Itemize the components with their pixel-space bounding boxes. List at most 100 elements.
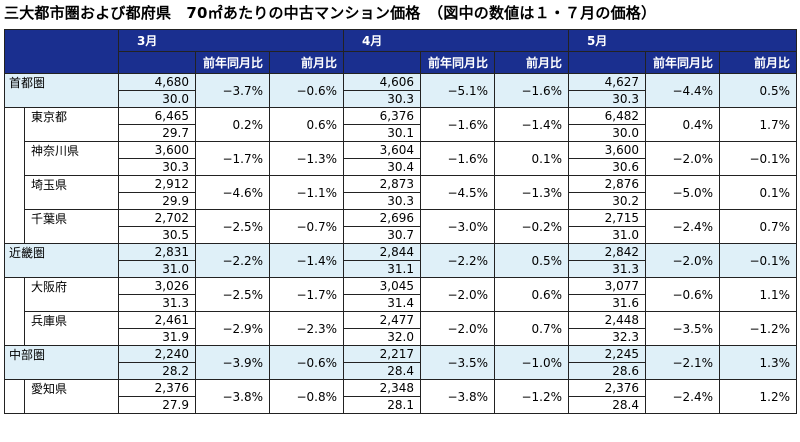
mom-cell: −0.2% <box>494 209 569 244</box>
mom-cell: 0.1% <box>719 175 797 210</box>
price-cell: 3,026 <box>118 277 196 295</box>
mom-cell: 0.7% <box>719 209 797 244</box>
mom-header: 前月比 <box>719 51 797 74</box>
area-cell: 30.3 <box>118 158 196 176</box>
price-cell: 6,465 <box>118 107 196 125</box>
area-cell: 29.9 <box>118 192 196 210</box>
price-cell: 2,240 <box>118 345 196 363</box>
price-cell: 2,696 <box>343 209 421 227</box>
yoy-cell: −2.1% <box>645 345 720 380</box>
area-cell: 31.0 <box>568 226 646 244</box>
yoy-cell: −1.6% <box>420 141 495 176</box>
mom-cell: 0.6% <box>269 107 344 142</box>
indent-cell <box>4 379 25 414</box>
region-name: 首都圏 <box>4 73 119 108</box>
yoy-cell: 0.4% <box>645 107 720 142</box>
header-blank <box>343 51 421 74</box>
price-cell: 3,604 <box>343 141 421 159</box>
mom-cell: −1.2% <box>719 311 797 346</box>
yoy-cell: −2.5% <box>195 209 270 244</box>
mom-cell: 1.1% <box>719 277 797 312</box>
mom-cell: −0.6% <box>269 73 344 108</box>
table-row: 神奈川県 3,600 −1.7% −1.3% 3,604 −1.6% 0.1% 3,600 −2… <box>4 141 797 176</box>
header-blank <box>118 51 196 74</box>
mom-cell: 0.5% <box>494 243 569 278</box>
yoy-cell: −1.7% <box>195 141 270 176</box>
area-cell: 30.3 <box>343 90 421 108</box>
prefecture-name: 神奈川県 <box>24 141 119 176</box>
mom-cell: −0.7% <box>269 209 344 244</box>
table-row-area: 30.3 30.4 30.6 <box>5 158 797 176</box>
mom-cell: 1.2% <box>719 379 797 414</box>
price-cell: 3,077 <box>568 277 646 295</box>
yoy-cell: −5.1% <box>420 73 495 108</box>
region-name: 中部圏 <box>4 345 119 380</box>
table-row: 東京都 6,465 0.2% 0.6% 6,376 −1.6% −1.4% 6,482 0.4%… <box>4 107 797 142</box>
prefecture-name: 埼玉県 <box>24 175 119 210</box>
price-cell: 4,627 <box>568 73 646 91</box>
table-row-area: 31.0 31.1 31.3 <box>5 260 797 278</box>
table-row: 愛知県 2,376 −3.8% −0.8% 2,348 −3.8% −1.2% 2,376 −2… <box>4 379 797 414</box>
price-cell: 2,702 <box>118 209 196 227</box>
area-cell: 30.1 <box>343 124 421 142</box>
area-cell: 27.9 <box>118 396 196 414</box>
price-cell: 2,876 <box>568 175 646 193</box>
area-cell: 30.0 <box>118 90 196 108</box>
table-row: 大阪府 3,026 −2.5% −1.7% 3,045 −2.0% 0.6% 3,077 −0.… <box>4 277 797 312</box>
indent-cell <box>4 311 25 346</box>
yoy-cell: −2.5% <box>195 277 270 312</box>
prefecture-name: 兵庫県 <box>24 311 119 346</box>
indent-cell <box>4 209 25 244</box>
mom-cell: −1.7% <box>269 277 344 312</box>
yoy-cell: −2.0% <box>420 311 495 346</box>
yoy-cell: 0.2% <box>195 107 270 142</box>
yoy-cell: −2.9% <box>195 311 270 346</box>
mom-cell: −2.3% <box>269 311 344 346</box>
price-cell: 2,477 <box>343 311 421 329</box>
month-header: 4月 <box>343 29 569 52</box>
area-cell: 30.4 <box>343 158 421 176</box>
month-header: 3月 <box>118 29 344 52</box>
yoy-cell: −3.5% <box>420 345 495 380</box>
area-cell: 31.3 <box>568 260 646 278</box>
yoy-cell: −5.0% <box>645 175 720 210</box>
area-cell: 31.6 <box>568 294 646 312</box>
table-row: 千葉県 2,702 −2.5% −0.7% 2,696 −3.0% −0.2% 2,715 −2… <box>4 209 797 244</box>
mom-header: 前月比 <box>494 51 569 74</box>
area-cell: 32.0 <box>343 328 421 346</box>
table-row: 兵庫県 2,461 −2.9% −2.3% 2,477 −2.0% 0.7% 2,448 −3.… <box>4 311 797 346</box>
indent-cell <box>4 141 25 176</box>
mom-cell: −1.4% <box>269 243 344 278</box>
price-cell: 2,376 <box>568 379 646 397</box>
indent-cell <box>4 107 25 142</box>
yoy-cell: −3.7% <box>195 73 270 108</box>
table-row-area: 28.2 28.4 28.6 <box>5 362 797 380</box>
area-cell: 31.1 <box>343 260 421 278</box>
mom-cell: −1.2% <box>494 379 569 414</box>
area-cell: 29.7 <box>118 124 196 142</box>
yoy-header: 前年同月比 <box>420 51 495 74</box>
price-cell: 2,348 <box>343 379 421 397</box>
yoy-cell: −2.2% <box>420 243 495 278</box>
yoy-cell: −2.4% <box>645 209 720 244</box>
mom-cell: 0.6% <box>494 277 569 312</box>
yoy-cell: −1.6% <box>420 107 495 142</box>
yoy-cell: −2.0% <box>420 277 495 312</box>
yoy-header: 前年同月比 <box>195 51 270 74</box>
mom-cell: −0.8% <box>269 379 344 414</box>
sub-header-row: 前年同月比 前月比 前年同月比 前月比 前年同月比 前月比 <box>5 51 797 74</box>
price-cell: 3,600 <box>118 141 196 159</box>
month-header: 5月 <box>568 29 797 52</box>
area-cell: 31.0 <box>118 260 196 278</box>
price-cell: 2,844 <box>343 243 421 261</box>
area-cell: 28.4 <box>568 396 646 414</box>
month-header-row: 3月 4月 5月 <box>4 29 797 74</box>
yoy-cell: −3.5% <box>645 311 720 346</box>
price-cell: 3,600 <box>568 141 646 159</box>
yoy-cell: −4.4% <box>645 73 720 108</box>
yoy-cell: −2.4% <box>645 379 720 414</box>
prefecture-name: 大阪府 <box>24 277 119 312</box>
price-cell: 2,715 <box>568 209 646 227</box>
price-cell: 2,217 <box>343 345 421 363</box>
yoy-cell: −4.5% <box>420 175 495 210</box>
